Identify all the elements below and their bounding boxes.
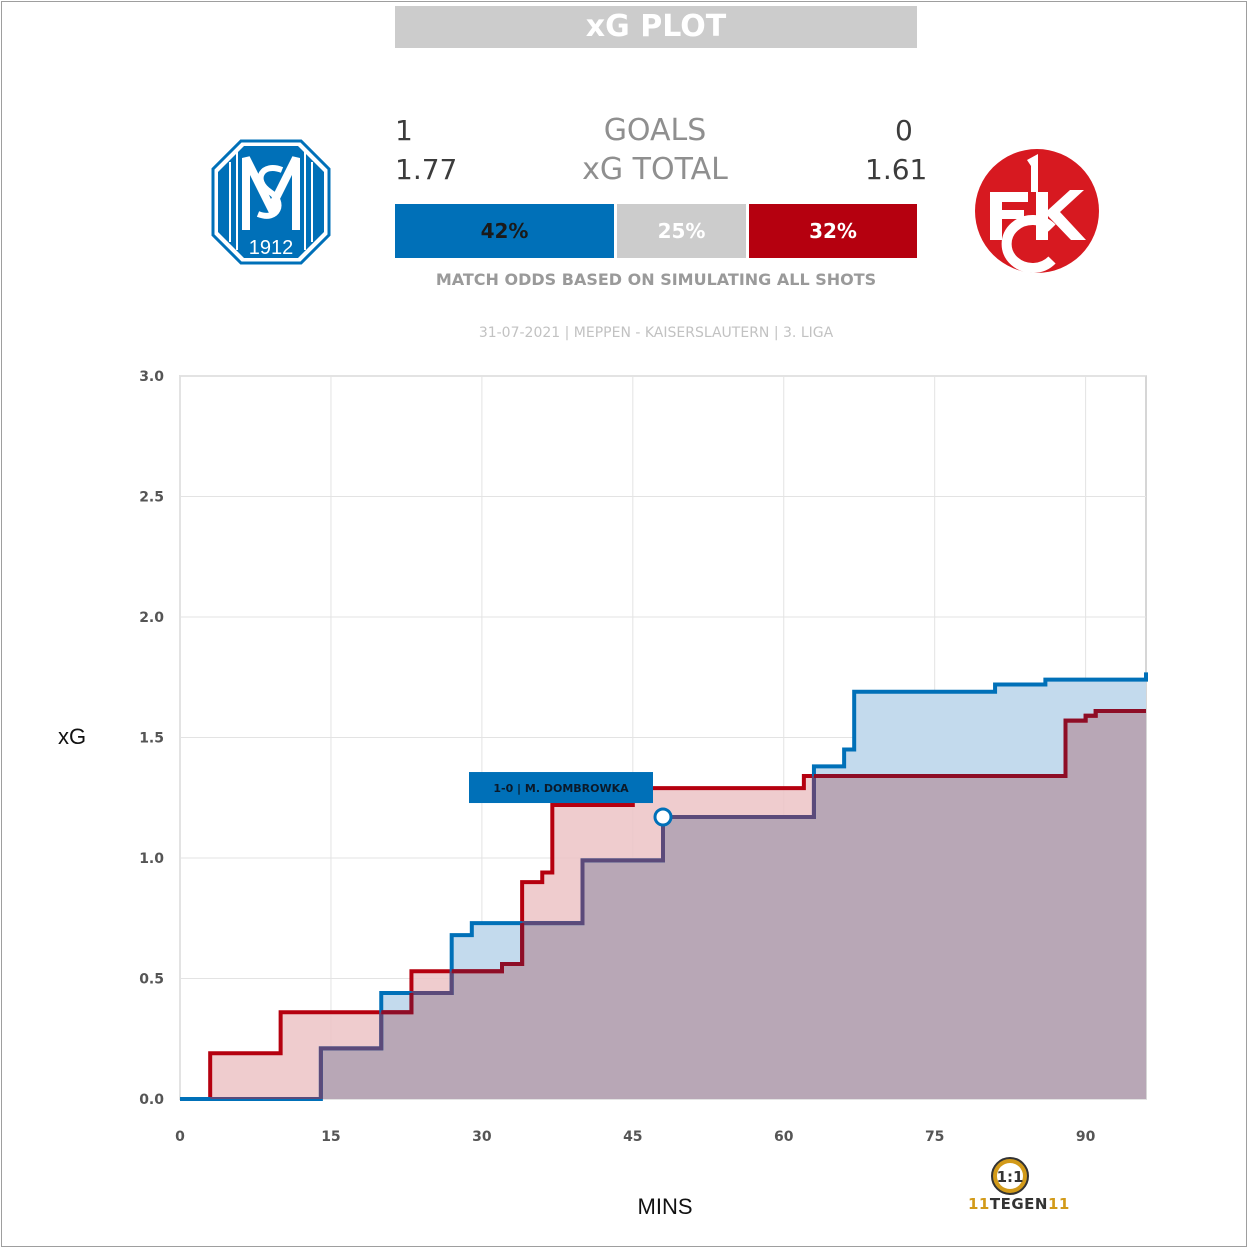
x-tick-label: 45 (623, 1129, 642, 1145)
y-tick-label: 0.5 (139, 972, 164, 988)
home-team-crest-icon: 1912 (211, 139, 331, 265)
home-xg-total: 1.77 (395, 153, 458, 186)
y-tick-label: 2.0 (139, 610, 164, 626)
away-win-probability: 32% (749, 204, 917, 258)
y-tick-label: 3.0 (139, 369, 164, 385)
away-team-crest-icon (975, 149, 1099, 273)
brand-text-left: 11 (968, 1195, 990, 1213)
home-win-probability: 42% (395, 204, 614, 258)
y-tick-label: 1.5 (139, 731, 164, 747)
y-axis-label: xG (58, 724, 87, 749)
y-tick-label: 0.0 (139, 1092, 164, 1108)
page-title: xG PLOT (395, 6, 917, 48)
brand-text-mid: TEGEN (989, 1195, 1048, 1213)
x-tick-label: 0 (175, 1129, 185, 1145)
x-tick-label: 75 (925, 1129, 944, 1145)
brand-logo-icon: 1:1 (991, 1157, 1029, 1195)
x-tick-label: 15 (321, 1129, 340, 1145)
x-tick-label: 30 (472, 1129, 492, 1145)
x-tick-label: 90 (1076, 1129, 1096, 1145)
overlap-xg-area (180, 710, 1146, 1099)
x-tick-label: 60 (774, 1129, 794, 1145)
away-xg-total: 1.61 (865, 153, 928, 186)
goal-annotation-box (469, 772, 653, 804)
svg-text:1:1: 1:1 (997, 1168, 1024, 1186)
xg-total-label: xG TOTAL (582, 152, 728, 187)
x-axis-label: MINS (637, 1194, 693, 1219)
goal-marker (653, 807, 673, 827)
home-goals: 1 (395, 114, 413, 147)
home-crest-year: 1912 (249, 237, 294, 259)
brand-text-right: 11 (1047, 1195, 1070, 1213)
odds-note: MATCH ODDS BASED ON SIMULATING ALL SHOTS (435, 270, 877, 289)
goals-label: GOALS (603, 113, 707, 148)
match-info: 31-07-2021 | MEPPEN - KAISERSLAUTERN | 3… (478, 325, 834, 341)
goal-annotation-label: 1-0 | M. DOMBROWKA (493, 782, 629, 795)
draw-probability: 25% (617, 204, 746, 258)
brand-wordmark: 11TEGEN11 (968, 1195, 1070, 1213)
y-tick-label: 1.0 (139, 851, 164, 867)
y-tick-label: 2.5 (139, 490, 164, 506)
away-goals: 0 (895, 114, 913, 147)
